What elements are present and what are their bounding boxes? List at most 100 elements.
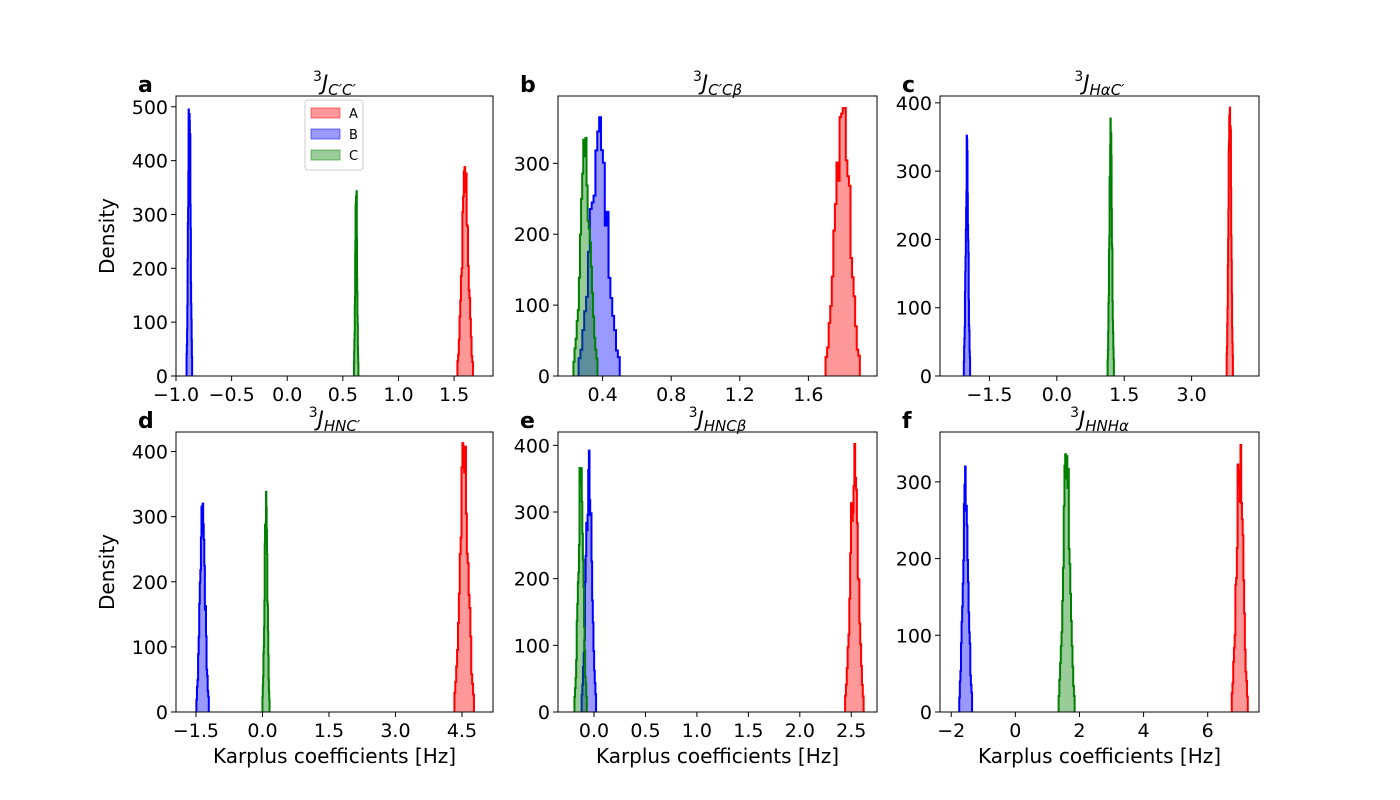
x-tick-label: −1.5 <box>173 720 219 742</box>
x-tick-label: 1.2 <box>725 384 755 406</box>
x-tick-label: 2 <box>1073 720 1085 742</box>
panel-title: 3JHNC′ <box>309 405 361 435</box>
x-tick-label: 1.5 <box>733 720 763 742</box>
x-tick-label: 0.0 <box>1042 384 1072 406</box>
x-tick-label: 0.0 <box>247 720 277 742</box>
x-tick-label: −1.5 <box>966 384 1012 406</box>
y-axis-label: Density <box>95 198 119 274</box>
histogram-fill-B <box>578 117 620 377</box>
panel-title: 3JC′Cβ <box>693 69 742 99</box>
y-tick-label: 100 <box>896 298 932 320</box>
histogram-line-B <box>580 449 598 712</box>
y-tick-label: 200 <box>514 224 550 246</box>
histogram-line-C <box>572 136 599 376</box>
histogram-line-A <box>456 166 474 376</box>
histogram-fill-A <box>845 444 864 712</box>
title-superscript: 3 <box>1074 69 1083 85</box>
histogram-line-C <box>1106 117 1115 376</box>
y-tick-label: 300 <box>514 502 550 524</box>
y-tick-label: 0 <box>156 702 168 724</box>
x-tick-label: 1.0 <box>682 720 712 742</box>
histogram-line-A <box>1230 444 1249 712</box>
axes-frame <box>939 431 1260 713</box>
x-tick-label: 4 <box>1138 720 1150 742</box>
title-subscript: HNHα <box>1085 417 1129 435</box>
panel-letter: a <box>138 73 153 98</box>
title-main: J <box>698 71 708 95</box>
panel-letter: c <box>902 73 915 98</box>
y-tick-label: 200 <box>896 549 932 571</box>
x-tick-label: 0 <box>1009 720 1021 742</box>
y-tick-label: 200 <box>132 258 168 280</box>
y-tick-label: 200 <box>896 229 932 251</box>
histogram-fill-A <box>454 443 474 712</box>
panel-letter: d <box>138 409 154 434</box>
title-main: J <box>694 407 704 431</box>
title-superscript: 3 <box>309 405 318 421</box>
y-axis-label: Density <box>95 534 119 610</box>
y-tick-label: 500 <box>132 97 168 119</box>
histogram-line-B <box>962 134 972 376</box>
y-tick-label: 100 <box>896 625 932 647</box>
y-tick-label: 0 <box>538 702 550 724</box>
y-tick-label: 300 <box>514 153 550 175</box>
panel-title: 3JHNCβ <box>689 405 747 435</box>
histogram-line-C <box>573 467 588 712</box>
y-tick-label: 0 <box>920 366 932 388</box>
y-tick-label: 300 <box>132 507 168 529</box>
x-tick-label: 0.5 <box>630 720 660 742</box>
histogram-fill-B <box>959 466 973 712</box>
y-tick-label: 100 <box>514 295 550 317</box>
axes-frame <box>557 431 878 713</box>
x-tick-label: −2 <box>937 720 965 742</box>
histogram-fill-C <box>573 137 598 376</box>
x-tick-label: 0.4 <box>587 384 617 406</box>
histogram-line-A <box>1225 106 1234 376</box>
title-superscript: 3 <box>313 69 322 85</box>
title-subscript: HαC′ <box>1090 81 1126 99</box>
legend-swatch-B <box>310 128 341 140</box>
x-tick-label: 1.5 <box>1109 384 1139 406</box>
x-tick-label: −1.0 <box>153 384 199 406</box>
title-main: J <box>318 71 328 95</box>
axes-frame <box>939 95 1260 377</box>
x-tick-label: 6 <box>1202 720 1214 742</box>
histogram-fill-C <box>1058 454 1075 712</box>
histogram-line-C <box>352 190 360 376</box>
histogram-line-A <box>824 107 861 376</box>
x-tick-label: 1.5 <box>439 384 469 406</box>
panel-title: 3JHαC′ <box>1074 69 1125 99</box>
legend: ABC <box>304 99 364 171</box>
title-subscript: HNC′ <box>324 417 361 435</box>
x-tick-label: 0.8 <box>656 384 686 406</box>
panel-d: −1.5 0.0 1.5 3.0 4.5 0 100 200 300 400 d 3JHNC′ Dens… <box>95 405 494 768</box>
x-tick-label: 1.6 <box>793 384 823 406</box>
y-tick-label: 400 <box>132 442 168 464</box>
histogram-line-B <box>185 108 194 376</box>
histogram-fill-A <box>825 108 860 377</box>
legend-label-A: A <box>349 107 358 122</box>
x-tick-label: 2.0 <box>785 720 815 742</box>
x-tick-label: 0.0 <box>579 720 609 742</box>
histogram-line-B <box>195 502 210 712</box>
title-main: J <box>1079 71 1089 95</box>
y-tick-label: 0 <box>538 366 550 388</box>
y-tick-label: 300 <box>896 472 932 494</box>
x-tick-label: 0.5 <box>328 384 358 406</box>
x-tick-label: 4.5 <box>447 720 477 742</box>
y-tick-label: 0 <box>156 366 168 388</box>
histogram-line-A <box>453 442 475 712</box>
histogram-line-A <box>844 443 865 712</box>
x-tick-label: 0.0 <box>272 384 302 406</box>
y-tick-label: 100 <box>514 635 550 657</box>
x-tick-label: 2.5 <box>836 720 866 742</box>
axes-frame <box>175 431 494 713</box>
y-tick-label: 0 <box>920 702 932 724</box>
y-tick-label: 200 <box>132 572 168 594</box>
legend-swatch-A <box>310 107 341 119</box>
panel-title: 3JC′C′ <box>313 69 356 99</box>
y-tick-label: 400 <box>896 93 932 115</box>
x-axis-label: Karplus coefficients [Hz] <box>596 744 839 768</box>
y-tick-label: 400 <box>514 435 550 457</box>
